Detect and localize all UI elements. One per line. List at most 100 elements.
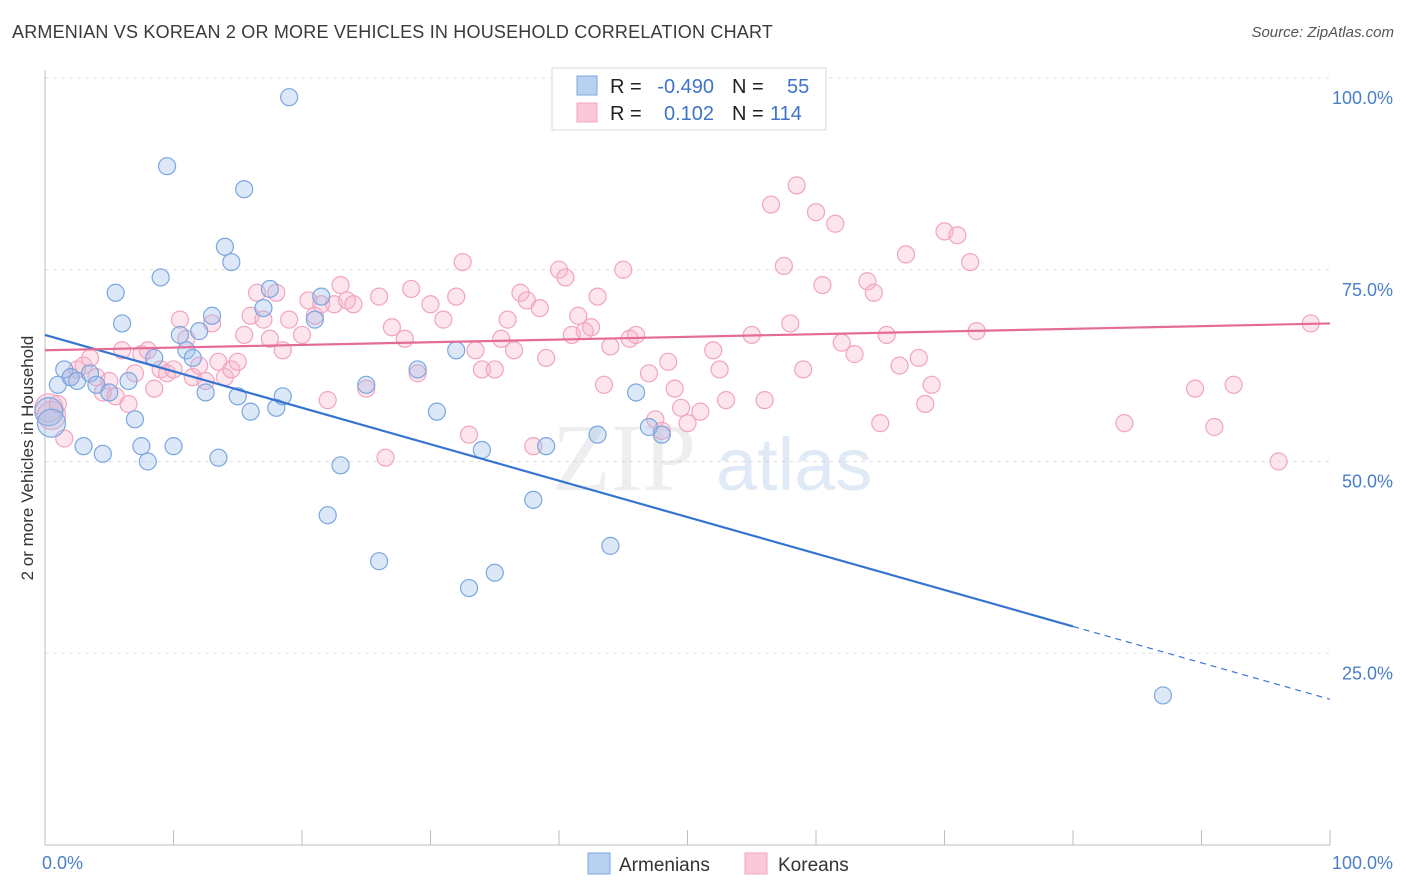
koreans-point-76 [582,318,601,337]
koreans-point-56 [434,310,453,329]
armenians-trend-extension [1072,625,1331,700]
armenians-point-52 [588,425,607,444]
koreans-point-121 [1205,417,1224,437]
armenians-point-6 [74,437,93,456]
armenians-point-32 [241,402,260,421]
armenians-point-34 [260,279,279,299]
stats-legend-box [551,67,827,131]
koreans-point-45 [331,275,350,295]
stats-n-label-armenians: N = [732,76,764,98]
koreans-point-117 [961,252,980,272]
koreans-point-41 [305,306,324,325]
armenians-point-42 [357,375,376,394]
watermark-atlas: atlas [716,423,872,506]
koreans-point-97 [774,256,793,276]
armenians-point-1 [36,408,67,438]
koreans-point-87 [665,379,684,398]
koreans-point-72 [556,268,575,287]
koreans-point-31 [235,325,254,345]
stats-legend-swatch-koreans [576,102,598,123]
koreans-point-99 [787,176,806,195]
koreans-point-110 [890,356,909,375]
y-tick-label-25: 25.0% [1342,663,1393,683]
koreans-point-60 [466,341,485,360]
koreans-point-79 [601,337,620,356]
series-armenians-points [34,88,1173,705]
stats-n-label-koreans: N = [732,103,764,125]
koreans-point-70 [537,348,556,368]
armenians-point-47 [459,578,479,598]
koreans-point-57 [447,287,466,306]
koreans-point-13 [119,394,138,414]
koreans-point-54 [408,364,427,383]
armenians-point-15 [132,437,151,456]
koreans-point-106 [858,272,877,291]
stats-legend: R = -0.490 N = 55 R = 0.102 N = 114 [551,67,827,131]
koreans-point-123 [1269,452,1288,471]
stats-r-label-koreans: R = [610,103,642,125]
armenians-point-37 [280,88,299,107]
koreans-point-62 [485,360,504,379]
koreans-point-47 [344,295,363,314]
koreans-trend-line [44,322,1331,352]
watermark-zip: ZIP [552,404,696,511]
armenians-point-11 [106,283,125,302]
armenians-point-48 [472,440,491,460]
armenians-point-53 [601,536,620,555]
armenians-point-46 [447,341,466,360]
koreans-point-52 [395,329,414,348]
koreans-point-39 [292,325,312,345]
source-label: Source: ZipAtlas.com [1251,24,1394,41]
armenians-point-56 [652,425,671,444]
armenians-point-13 [119,371,138,391]
koreans-point-21 [170,310,190,329]
y-tick-labels: 25.0% 50.0% 75.0% 100.0% [1332,88,1393,683]
koreans-point-93 [716,391,736,410]
koreans-point-43 [318,391,337,410]
koreans-point-89 [678,414,697,433]
armenians-point-12 [112,314,132,333]
armenians-trend-line [44,333,1074,628]
armenians-point-31 [235,180,254,199]
koreans-point-120 [1185,379,1205,398]
koreans-point-64 [498,310,517,329]
armenians-point-35 [267,398,286,417]
armenians-point-23 [183,348,202,368]
koreans-point-111 [896,245,916,264]
armenians-point-29 [222,252,241,272]
koreans-point-107 [864,283,883,302]
armenians-point-45 [427,402,447,421]
legend-label-koreans: Koreans [778,855,849,876]
armenians-point-44 [408,360,427,379]
legend-swatch-armenians [587,852,611,875]
koreans-point-48 [357,379,376,398]
koreans-point-91 [704,341,723,360]
koreans-point-112 [909,348,928,368]
koreans-point-90 [691,402,710,421]
koreans-point-102 [813,275,832,295]
koreans-point-116 [948,226,967,245]
koreans-point-65 [504,341,524,360]
armenians-point-33 [254,299,273,318]
armenians-point-57 [1153,686,1173,705]
armenians-point-30 [228,387,247,406]
koreans-point-58 [453,252,472,272]
stats-legend-swatch-armenians [576,75,598,96]
armenians-point-39 [312,287,331,306]
y-axis-title: 2 or more Vehicles in Household [18,336,37,581]
y-tick-label-50: 50.0% [1342,472,1393,492]
koreans-point-61 [472,360,491,379]
koreans-point-17 [145,379,164,398]
series-legend: Armenians Koreans [587,852,849,876]
koreans-point-49 [370,287,389,306]
armenians-point-24 [190,322,209,341]
armenians-point-43 [370,552,389,571]
koreans-point-69 [530,299,549,318]
armenians-point-18 [151,268,170,287]
koreans-point-108 [871,414,890,433]
armenians-point-21 [170,325,190,345]
armenians-point-9 [93,444,112,463]
koreans-point-30 [228,352,247,371]
chart-title: ARMENIAN VS KOREAN 2 OR MORE VEHICLES IN… [12,22,774,42]
koreans-point-78 [594,375,614,394]
